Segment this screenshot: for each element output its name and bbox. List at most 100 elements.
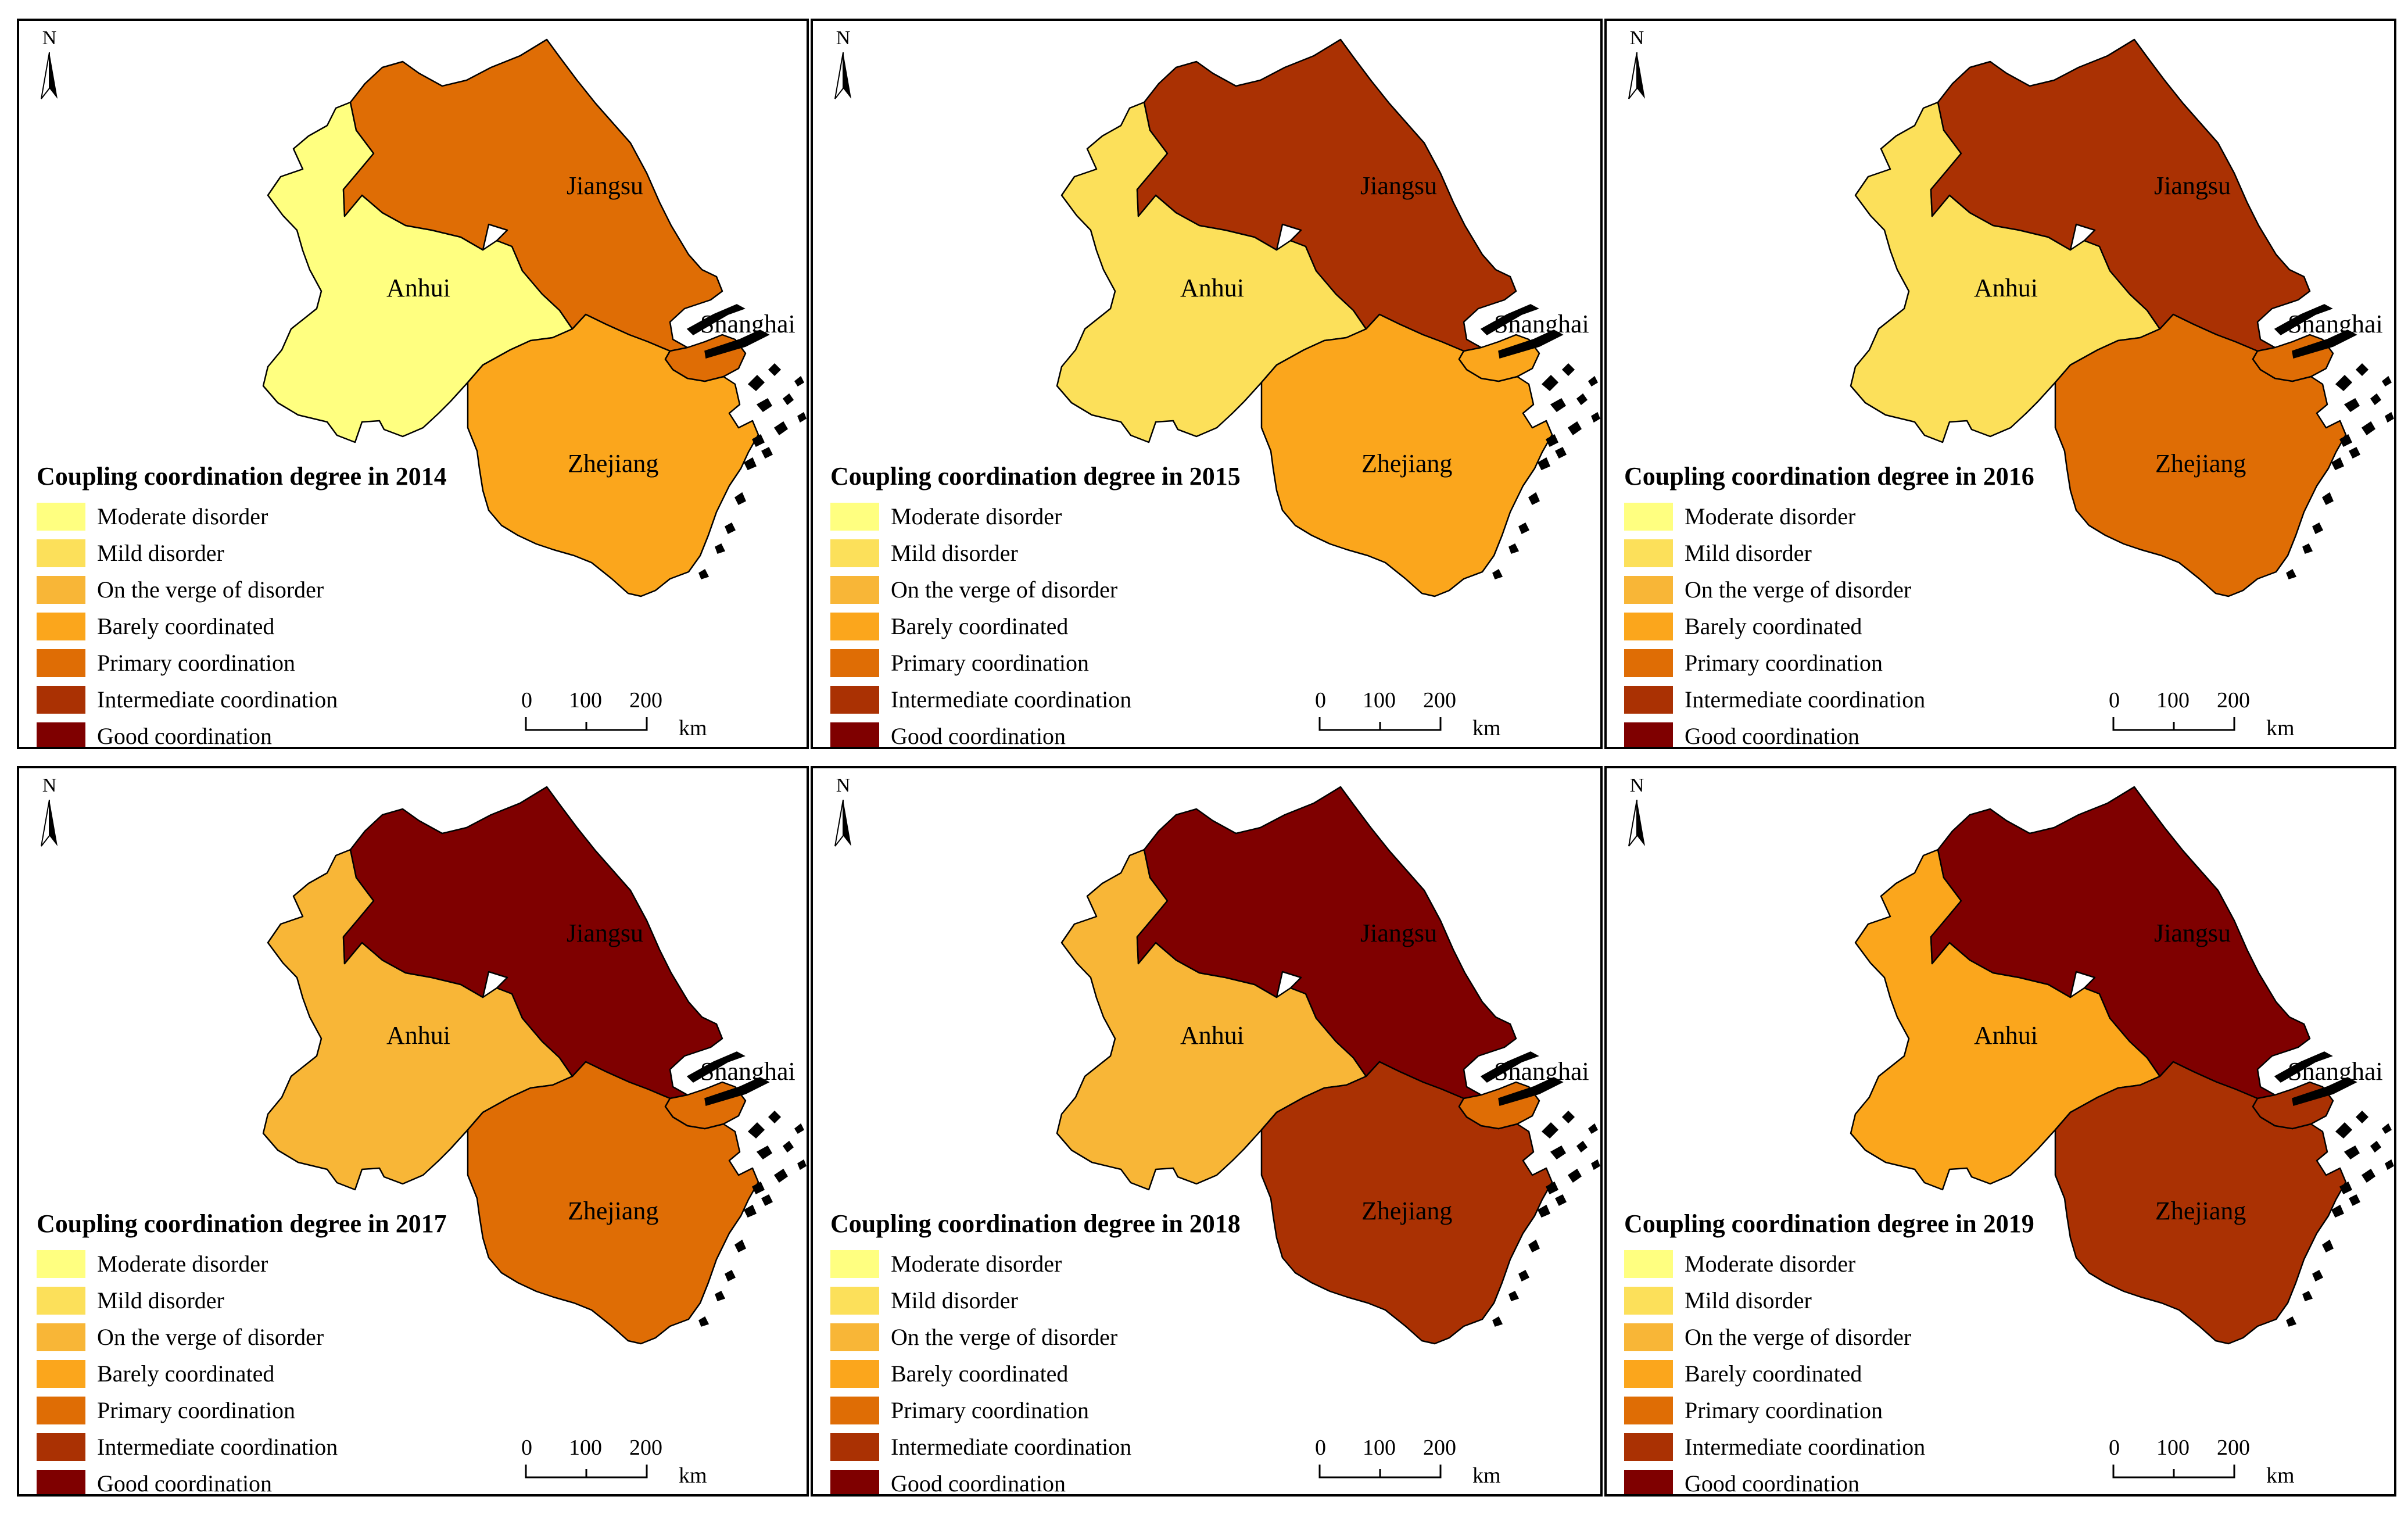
north-label: N bbox=[1629, 775, 1644, 796]
scale-tick-label: 0 bbox=[1315, 688, 1326, 713]
province-label-anhui: Anhui bbox=[1180, 274, 1244, 302]
north-arrow: N bbox=[32, 774, 67, 861]
legend-swatch bbox=[830, 1360, 879, 1388]
legend-swatch bbox=[37, 1470, 85, 1494]
legend-label: Intermediate coordination bbox=[891, 686, 1132, 713]
legend-swatch bbox=[37, 649, 85, 677]
scale-bar: 0 100 200 km bbox=[521, 688, 707, 739]
legend-swatch bbox=[830, 1397, 879, 1424]
scale-tick-label: 100 bbox=[2156, 1435, 2190, 1460]
scale-unit: km bbox=[2266, 716, 2295, 740]
legend-label: On the verge of disorder bbox=[1685, 577, 1912, 603]
legend-swatch bbox=[1624, 1287, 1673, 1315]
scale-bar: 0 100 200 km bbox=[1315, 688, 1501, 739]
legend-label: Good coordination bbox=[891, 1470, 1066, 1497]
north-arrow-icon bbox=[1628, 800, 1645, 847]
legend-label: Barely coordinated bbox=[891, 1361, 1069, 1387]
legend-label: Primary coordination bbox=[1685, 650, 1883, 676]
scale-tick-label: 0 bbox=[2109, 1435, 2120, 1460]
legend-label: Intermediate coordination bbox=[97, 1434, 338, 1460]
scale-tick-label: 200 bbox=[629, 1435, 662, 1460]
coastal-islands bbox=[686, 1051, 807, 1327]
province-label-shanghai: Shanghai bbox=[2288, 310, 2383, 338]
legend-swatch bbox=[1624, 576, 1673, 604]
legend-swatch bbox=[37, 576, 85, 604]
legend-title: Coupling coordination degree in 2019 bbox=[1624, 1209, 2034, 1238]
north-label: N bbox=[42, 775, 57, 796]
scale-unit: km bbox=[2266, 1463, 2295, 1488]
coastal-islands bbox=[2274, 1051, 2394, 1327]
legend-swatch bbox=[830, 1433, 879, 1461]
scale-bar: 0 100 200 km bbox=[2109, 1435, 2295, 1487]
province-label-zhejiang: Zhejiang bbox=[2155, 449, 2246, 478]
legend-label: Primary coordination bbox=[1685, 1397, 1883, 1423]
legend-swatch bbox=[830, 503, 879, 531]
coastal-islands bbox=[686, 304, 807, 579]
legend-label: Moderate disorder bbox=[97, 1251, 268, 1277]
province-label-jiangsu: Jiangsu bbox=[567, 919, 643, 947]
legend-label: Mild disorder bbox=[1685, 540, 1812, 566]
scale-line bbox=[1318, 717, 1442, 731]
province-jiangsu bbox=[1930, 38, 2311, 352]
legend-swatch bbox=[37, 539, 85, 567]
legend-label: Good coordination bbox=[891, 723, 1066, 749]
scale-line bbox=[525, 1465, 648, 1479]
scale-tick-label: 0 bbox=[521, 688, 532, 713]
province-label-jiangsu: Jiangsu bbox=[567, 171, 643, 200]
scale-tick-label: 100 bbox=[2156, 688, 2190, 713]
legend-swatch bbox=[830, 686, 879, 714]
scale-tick-label: 200 bbox=[629, 688, 662, 713]
north-arrow: N bbox=[826, 774, 861, 861]
map-panel: N Anhui Jiangsu Shanghai Zhejiang Coupling co… bbox=[17, 19, 809, 749]
legend-swatch bbox=[1624, 1360, 1673, 1388]
province-map bbox=[1056, 38, 1600, 597]
map-panel: N Anhui Jiangsu Shanghai Zhejiang Coupling co… bbox=[811, 19, 1603, 749]
legend-swatch bbox=[830, 1323, 879, 1351]
coastal-islands bbox=[1480, 304, 1600, 579]
legend-title: Coupling coordination degree in 2018 bbox=[830, 1209, 1241, 1238]
coastal-islands bbox=[2274, 304, 2394, 579]
scale-tick-label: 100 bbox=[569, 1435, 602, 1460]
scale-bar: 0 100 200 km bbox=[1315, 1435, 1501, 1487]
scale-bar: 0 100 200 km bbox=[2109, 688, 2295, 739]
legend-swatch bbox=[1624, 1397, 1673, 1424]
province-label-zhejiang: Zhejiang bbox=[1361, 449, 1453, 478]
scale-tick-label: 200 bbox=[2217, 1435, 2250, 1460]
legend-swatch bbox=[37, 613, 85, 640]
province-jiangsu bbox=[342, 38, 723, 352]
scale-line bbox=[2112, 1465, 2235, 1479]
north-arrow-icon bbox=[1628, 52, 1645, 99]
legend-swatch bbox=[37, 1433, 85, 1461]
legend-swatch bbox=[1624, 1433, 1673, 1461]
legend-swatch bbox=[37, 1360, 85, 1388]
legend-label: Intermediate coordination bbox=[97, 686, 338, 713]
north-arrow: N bbox=[32, 27, 67, 114]
province-label-zhejiang: Zhejiang bbox=[2155, 1197, 2246, 1225]
legend-label: Mild disorder bbox=[891, 1287, 1018, 1313]
legend-swatch bbox=[830, 649, 879, 677]
legend-swatch bbox=[830, 1250, 879, 1278]
province-label-anhui: Anhui bbox=[1974, 1021, 2038, 1050]
north-arrow-icon bbox=[41, 800, 58, 847]
scale-tick-label: 100 bbox=[569, 688, 602, 713]
province-jiangsu bbox=[1136, 786, 1517, 1100]
province-jiangsu bbox=[342, 786, 723, 1100]
legend-label: Barely coordinated bbox=[891, 613, 1069, 639]
province-label-zhejiang: Zhejiang bbox=[568, 449, 659, 478]
province-label-shanghai: Shanghai bbox=[700, 310, 795, 338]
north-arrow: N bbox=[1619, 774, 1654, 861]
province-map bbox=[262, 786, 807, 1345]
legend-label: Primary coordination bbox=[891, 650, 1090, 676]
scale-tick-label: 200 bbox=[1423, 1435, 1456, 1460]
legend-swatch bbox=[830, 1287, 879, 1315]
province-label-shanghai: Shanghai bbox=[1494, 310, 1589, 338]
scale-tick-label: 0 bbox=[521, 1435, 532, 1460]
legend-swatch bbox=[37, 1397, 85, 1424]
north-label: N bbox=[1629, 27, 1644, 49]
scale-bar: 0 100 200 km bbox=[521, 1435, 707, 1487]
legend-label: Barely coordinated bbox=[97, 1361, 275, 1387]
legend-label: Good coordination bbox=[1685, 1470, 1860, 1497]
province-label-jiangsu: Jiangsu bbox=[2154, 919, 2231, 947]
legend-label: Mild disorder bbox=[97, 540, 224, 566]
legend-label: Moderate disorder bbox=[1685, 1251, 1856, 1277]
